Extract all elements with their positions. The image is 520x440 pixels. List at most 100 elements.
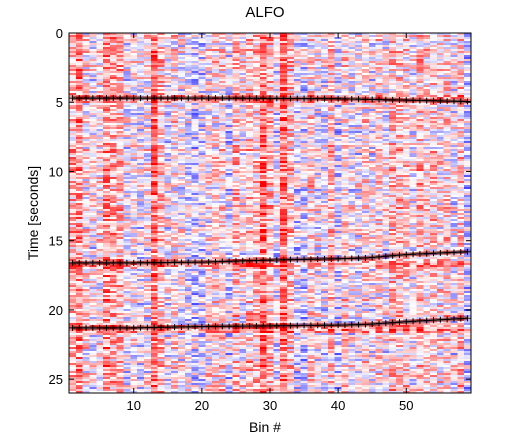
overlay-marker <box>396 252 403 259</box>
overlay-marker <box>130 95 137 102</box>
y-tick-label: 0 <box>56 26 63 41</box>
overlay-marker <box>212 323 219 330</box>
overlay-marker <box>321 255 328 262</box>
overlay-marker <box>137 324 144 331</box>
overlay-marker <box>423 97 430 104</box>
overlay-marker <box>178 95 185 102</box>
overlay-marker <box>287 256 294 263</box>
overlay-marker <box>123 95 130 102</box>
overlay-marker <box>130 324 137 331</box>
overlay-marker <box>205 258 212 265</box>
overlay-marker <box>348 255 355 262</box>
overlay-marker <box>123 324 130 331</box>
overlay-marker <box>212 258 219 265</box>
overlay-marker <box>198 259 205 266</box>
overlay-marker <box>341 321 348 328</box>
y-tick-label: 20 <box>49 303 63 318</box>
overlay-marker <box>416 250 423 257</box>
overlay-marker <box>164 95 171 102</box>
overlay-marker <box>171 324 178 331</box>
overlay-marker <box>89 259 96 266</box>
overlay-marker <box>137 95 144 102</box>
overlay-marker <box>83 324 90 331</box>
overlay-marker <box>416 97 423 104</box>
overlay-marker <box>355 255 362 262</box>
overlay-marker <box>212 95 219 102</box>
overlay-marker <box>185 323 192 330</box>
overlay-marker <box>273 322 280 329</box>
overlay-marker <box>464 248 471 255</box>
overlay-marker <box>260 322 267 329</box>
overlay-marker <box>362 255 369 261</box>
overlay-marker <box>205 95 212 102</box>
overlay-marker <box>376 96 383 103</box>
overlay-marker <box>232 258 239 265</box>
x-tick-label: 10 <box>126 398 140 413</box>
overlay-marker <box>396 97 403 104</box>
overlay-marker <box>96 324 103 331</box>
overlay-marker <box>171 259 178 266</box>
overlay-marker <box>110 324 117 331</box>
overlay-marker <box>123 259 130 266</box>
overlay-marker <box>403 318 410 325</box>
overlay-marker <box>280 256 287 263</box>
overlay-marker <box>403 251 410 258</box>
overlay-marker <box>246 323 253 330</box>
overlay-marker <box>267 322 273 329</box>
overlay-marker <box>69 95 76 102</box>
overlay-marker <box>437 316 444 323</box>
overlay-marker <box>321 322 328 329</box>
overlay-marker <box>103 259 110 266</box>
overlay-marker <box>89 324 96 331</box>
overlay-marker <box>192 259 199 266</box>
overlay-marker <box>219 323 226 330</box>
overlay-marker <box>89 95 96 102</box>
overlay-marker <box>355 321 362 328</box>
overlay-marker <box>389 319 396 326</box>
overlay-marker <box>232 95 239 102</box>
overlay-marker <box>307 95 314 102</box>
y-tick-label: 5 <box>56 95 63 110</box>
overlay-marker <box>314 322 321 329</box>
overlay-marker <box>376 320 383 327</box>
overlay-marker <box>416 317 423 324</box>
overlay-marker <box>130 259 137 266</box>
overlay-marker <box>328 322 335 329</box>
overlay-marker <box>246 257 253 264</box>
overlay-marker <box>69 259 76 266</box>
overlay-marker <box>369 96 376 103</box>
overlay-marker <box>226 323 233 330</box>
overlay-marker <box>450 249 457 256</box>
overlay-marker <box>362 321 369 328</box>
overlay-marker <box>328 95 335 102</box>
overlay-marker <box>464 315 471 322</box>
overlay-marker <box>301 322 308 329</box>
overlay-marker <box>253 95 260 102</box>
overlay-line-3 <box>69 315 471 331</box>
overlay-marker <box>198 323 205 330</box>
overlay-line-1 <box>69 95 471 105</box>
overlay-marker <box>423 250 430 257</box>
overlay-marker <box>260 95 267 102</box>
overlay-marker <box>410 318 417 325</box>
overlay-marker <box>96 95 103 102</box>
overlay-marker <box>335 255 342 262</box>
overlay-marker <box>151 259 158 266</box>
overlay-marker <box>96 259 103 266</box>
overlay-marker <box>260 257 267 264</box>
overlay-marker <box>280 95 287 102</box>
overlay-marker <box>314 95 321 102</box>
overlay-marker <box>157 324 164 331</box>
overlay-marker <box>110 95 117 102</box>
overlay-marker <box>321 95 328 102</box>
overlay-marker <box>457 249 464 256</box>
overlay-marker <box>273 256 280 263</box>
overlay-marker <box>226 95 233 102</box>
overlay-marker <box>382 96 389 103</box>
overlay-marker <box>294 322 301 329</box>
overlay-marker <box>144 95 151 102</box>
overlay-marker <box>464 98 471 105</box>
overlay-marker <box>219 258 226 265</box>
overlay-marker <box>410 251 417 258</box>
overlay-marker <box>328 255 335 262</box>
